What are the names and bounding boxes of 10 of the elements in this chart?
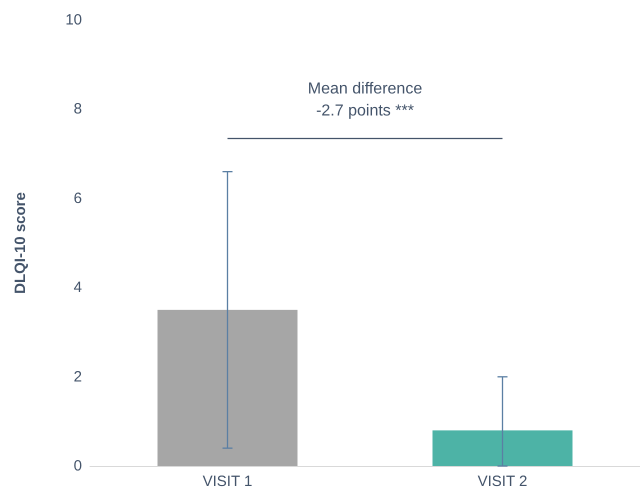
y-tick-label: 4 (74, 279, 82, 296)
x-tick-label: VISIT 1 (202, 473, 252, 490)
y-tick-label: 0 (74, 458, 82, 474)
y-tick-label: 10 (65, 12, 82, 28)
ref-line-label: Mean difference -2.7 points *** (308, 80, 422, 120)
y-tick-label: 2 (74, 368, 82, 386)
y-tick-label: 6 (74, 190, 82, 207)
y-tick-label: 8 (74, 100, 82, 118)
x-tick-label: VISIT 2 (478, 473, 528, 490)
y-axis-title: DLQI-10 score (12, 192, 29, 294)
